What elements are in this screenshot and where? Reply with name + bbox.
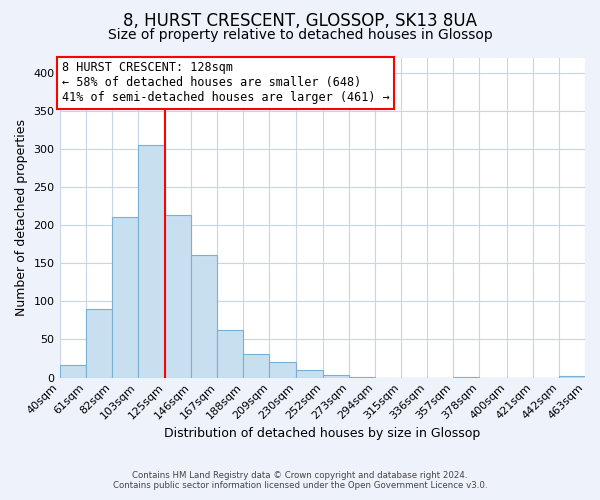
Bar [59, 364, 86, 378]
Bar [296, 370, 323, 378]
Bar [217, 330, 244, 378]
Bar [112, 217, 138, 378]
Bar [323, 374, 349, 378]
Y-axis label: Number of detached properties: Number of detached properties [15, 119, 28, 316]
Bar [191, 255, 217, 378]
Bar [349, 377, 375, 378]
Text: 8 HURST CRESCENT: 128sqm
← 58% of detached houses are smaller (648)
41% of semi-: 8 HURST CRESCENT: 128sqm ← 58% of detach… [62, 62, 390, 104]
Bar [269, 362, 296, 378]
Bar [138, 145, 165, 378]
Bar [165, 216, 191, 378]
Bar [244, 354, 269, 378]
Bar [454, 377, 479, 378]
Bar [559, 376, 585, 378]
Text: Size of property relative to detached houses in Glossop: Size of property relative to detached ho… [107, 28, 493, 42]
Bar [86, 309, 112, 378]
X-axis label: Distribution of detached houses by size in Glossop: Distribution of detached houses by size … [164, 427, 481, 440]
Text: Contains HM Land Registry data © Crown copyright and database right 2024.
Contai: Contains HM Land Registry data © Crown c… [113, 470, 487, 490]
Text: 8, HURST CRESCENT, GLOSSOP, SK13 8UA: 8, HURST CRESCENT, GLOSSOP, SK13 8UA [123, 12, 477, 30]
